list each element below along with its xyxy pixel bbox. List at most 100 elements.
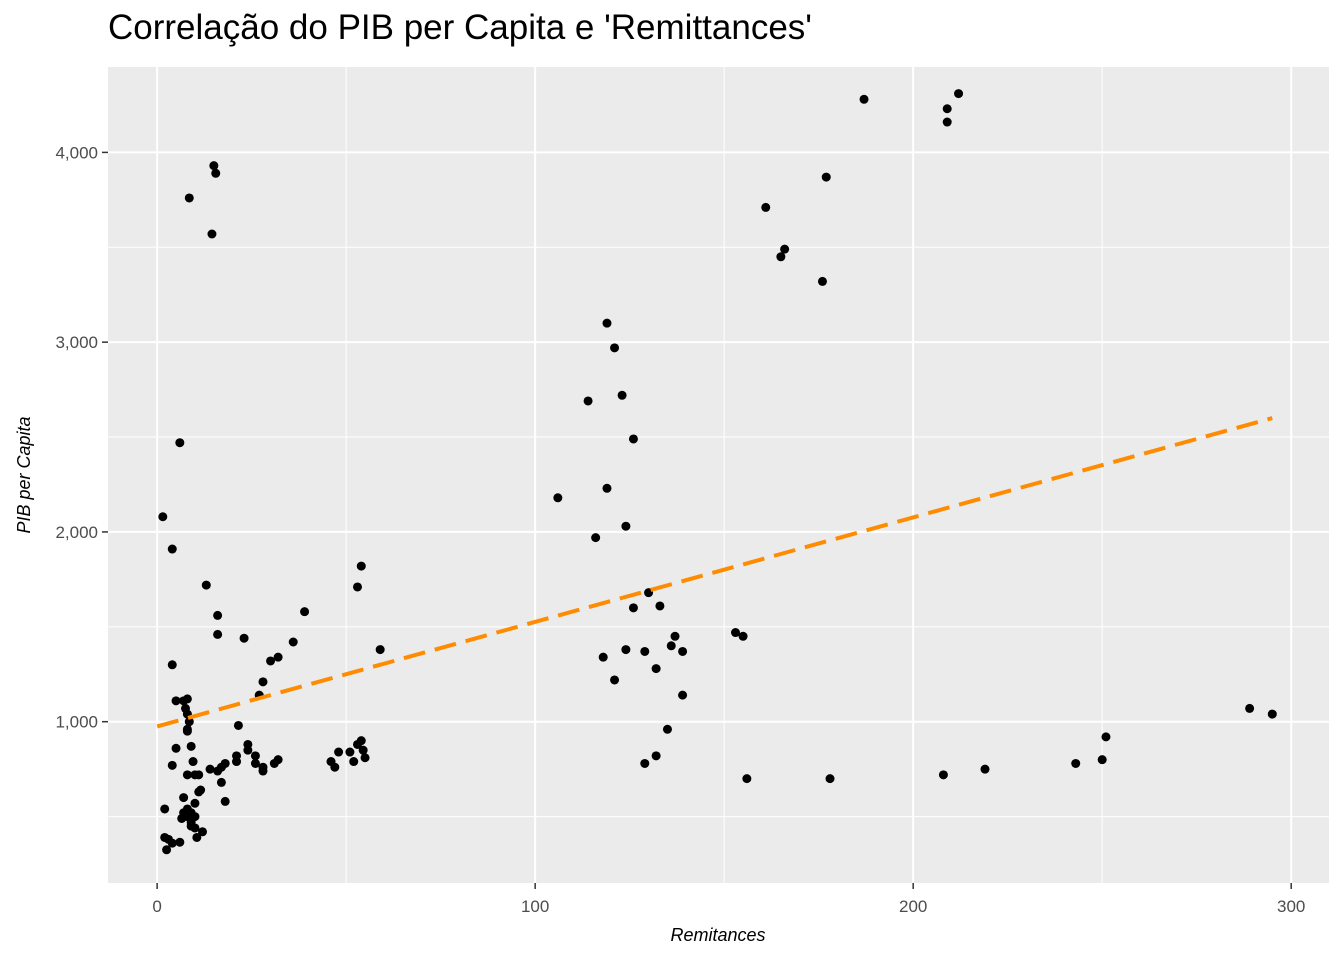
plot-panel: [108, 67, 1329, 883]
data-point: [610, 675, 620, 685]
data-point: [266, 656, 276, 666]
data-point: [938, 770, 948, 780]
data-point: [179, 793, 189, 803]
x-tick-label: 0: [152, 897, 161, 916]
data-point: [640, 758, 650, 768]
axes: 0 100 200 300 1,000 2,000 3,000 4,000: [55, 143, 1305, 916]
data-point: [761, 202, 771, 212]
data-point: [678, 646, 688, 656]
data-point: [167, 544, 177, 554]
data-point: [243, 745, 253, 755]
data-point: [330, 762, 340, 772]
data-point: [258, 677, 268, 687]
data-point: [621, 645, 631, 655]
data-point: [207, 229, 217, 239]
data-point: [190, 823, 200, 833]
data-point: [821, 172, 831, 182]
data-point: [250, 751, 260, 761]
data-point: [655, 601, 665, 611]
data-point: [1245, 703, 1255, 713]
data-point: [742, 774, 752, 784]
data-point: [859, 94, 869, 104]
data-point: [334, 747, 344, 757]
data-point: [186, 741, 196, 751]
data-point: [358, 745, 368, 755]
data-point: [678, 690, 688, 700]
data-point: [258, 762, 268, 772]
chart-title: Correlação do PIB per Capita e 'Remittan…: [108, 8, 812, 47]
y-tick-label: 1,000: [55, 713, 98, 732]
data-point: [182, 726, 192, 736]
data-point: [175, 438, 185, 448]
x-tick-label: 300: [1277, 897, 1305, 916]
data-point: [553, 493, 563, 503]
data-point: [167, 660, 177, 670]
data-point: [356, 736, 366, 746]
data-point: [188, 757, 198, 767]
data-point: [942, 104, 952, 114]
data-point: [198, 827, 208, 837]
y-axis-title: PIB per Capita: [14, 416, 34, 533]
x-tick-label: 200: [899, 897, 927, 916]
data-point: [239, 633, 249, 643]
data-point: [184, 717, 194, 727]
data-point: [233, 720, 243, 730]
data-point: [583, 396, 593, 406]
data-point: [738, 631, 748, 641]
data-point: [591, 533, 601, 543]
data-point: [205, 764, 215, 774]
data-point: [360, 753, 370, 763]
data-point: [954, 89, 964, 99]
data-point: [628, 603, 638, 613]
data-point: [825, 774, 835, 784]
data-point: [602, 318, 612, 328]
data-point: [171, 696, 181, 706]
data-point: [628, 434, 638, 444]
data-point: [158, 512, 168, 522]
y-tick-label: 3,000: [55, 333, 98, 352]
data-point: [662, 724, 672, 734]
data-point: [980, 764, 990, 774]
data-point: [250, 758, 260, 768]
data-point: [209, 161, 219, 171]
data-point: [356, 561, 366, 571]
data-point: [216, 777, 226, 787]
x-tick-label: 100: [521, 897, 549, 916]
data-point: [621, 521, 631, 531]
data-point: [345, 747, 355, 757]
data-point: [610, 343, 620, 353]
data-point: [160, 804, 170, 814]
data-point: [651, 664, 661, 674]
y-tick-label: 4,000: [55, 143, 98, 162]
data-point: [220, 796, 230, 806]
data-point: [731, 628, 741, 638]
data-point: [640, 646, 650, 656]
data-point: [300, 607, 310, 617]
data-point: [617, 390, 627, 400]
data-point: [182, 770, 192, 780]
trend-line-group: [156, 416, 1273, 729]
data-point: [220, 758, 230, 768]
data-point: [1071, 758, 1081, 768]
data-point: [780, 244, 790, 254]
data-point: [602, 483, 612, 493]
data-point: [182, 694, 192, 704]
data-point: [666, 641, 676, 651]
data-point: [192, 832, 202, 842]
data-point: [167, 838, 177, 848]
data-point: [171, 743, 181, 753]
data-point: [232, 757, 242, 767]
data-point: [190, 798, 200, 808]
data-point: [175, 837, 185, 847]
data-point: [1101, 732, 1111, 742]
data-point: [1097, 755, 1107, 765]
data-point: [598, 652, 608, 662]
data-point: [211, 168, 221, 178]
data-point: [1267, 709, 1277, 719]
data-point: [213, 610, 223, 620]
data-point: [349, 757, 359, 767]
data-point: [352, 582, 362, 592]
x-axis-title: Remitances: [670, 925, 765, 945]
data-point: [194, 770, 204, 780]
